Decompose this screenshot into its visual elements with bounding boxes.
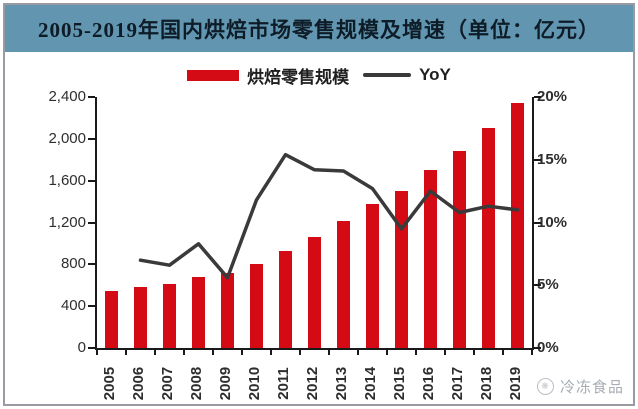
x-axis-tick [531, 350, 533, 355]
bar-2005 [105, 291, 118, 348]
bar-2019 [511, 103, 524, 348]
x-axis-tick [386, 350, 388, 355]
x-axis-label-2005: 2005 [101, 366, 118, 401]
x-axis-label-2016: 2016 [420, 366, 437, 401]
x-axis-tick [444, 350, 446, 355]
bar-2014 [366, 203, 379, 348]
bar-2015 [395, 191, 408, 348]
x-axis-label-2011: 2011 [275, 367, 293, 400]
x-axis-label-2019: 2019 [507, 366, 524, 401]
x-axis-tick [270, 350, 272, 355]
bar-2008 [192, 277, 205, 348]
x-axis-label-2015: 2015 [391, 366, 408, 401]
left-axis-label-800: 800 [60, 255, 86, 273]
right-axis-labels: 0% 5% 10% 15% 20% [537, 88, 597, 356]
yoy-polyline [138, 152, 520, 280]
left-axis-label-1600: 1,600 [48, 171, 86, 189]
yoy-line [138, 152, 520, 280]
x-axis-tick [299, 350, 301, 355]
left-axis-tick [88, 137, 95, 140]
left-axis-tick [88, 221, 95, 224]
left-axis-label-400: 400 [60, 297, 86, 315]
right-axis-tick [534, 158, 541, 161]
left-axis-tick [88, 179, 95, 182]
plot-area [88, 96, 541, 355]
x-axis-label-2007: 2007 [159, 366, 176, 401]
x-axis-label-2012: 2012 [304, 366, 321, 401]
x-axis-label-2008: 2008 [188, 366, 205, 401]
x-axis-tick [96, 350, 98, 355]
x-axis-labels: 2005 2006 2007 2008 2009 2010 2011 2012 2013 2014… [95, 351, 530, 401]
bar-2010 [250, 264, 263, 348]
bar-2013 [337, 220, 350, 348]
bar-2012 [308, 237, 321, 348]
bar-2011 [279, 250, 292, 348]
x-axis-tick [473, 350, 475, 355]
watermark: ❋ 冷冻食品 [536, 376, 624, 397]
x-axis-label-2017: 2017 [449, 366, 466, 401]
x-axis-label-2009: 2009 [217, 366, 234, 401]
x-axis-tick [125, 350, 127, 355]
legend-item-line-series[interactable]: YoY [363, 65, 451, 85]
chart-title: 2005-2019年国内烘焙市场零售规模及增速（单位：亿元） [38, 17, 600, 42]
x-axis-tick [502, 350, 504, 355]
watermark-text: 冷冻食品 [559, 379, 624, 396]
x-axis-label-2010: 2010 [246, 366, 263, 401]
bar-2006 [134, 287, 147, 348]
right-axis-tick [534, 284, 541, 287]
right-axis-tick [534, 221, 541, 224]
bar-2007 [163, 283, 176, 348]
x-axis-label-2018: 2018 [478, 366, 495, 401]
chart-legend: 烘焙零售规模 YoY [0, 60, 638, 90]
x-axis-tick [241, 350, 243, 355]
x-axis-tick [415, 350, 417, 355]
bar-2009 [221, 273, 234, 348]
x-axis-label-2013: 2013 [333, 366, 350, 401]
left-axis-tick [88, 305, 95, 308]
chart-title-band: 2005-2019年国内烘焙市场零售规模及增速（单位：亿元） [5, 5, 633, 52]
line-series-swatch-icon [363, 73, 412, 77]
left-axis-tick [88, 347, 95, 349]
x-axis-label-2014: 2014 [362, 366, 379, 401]
left-axis-label-0: 0 [77, 339, 86, 356]
right-axis-tick [534, 96, 541, 98]
right-axis-tick [534, 347, 541, 349]
left-axis-label-2400: 2,400 [48, 88, 86, 105]
left-axis-label-2000: 2,000 [48, 129, 86, 147]
right-axis-label-5%: 5% [537, 276, 559, 294]
left-axis-labels: 0 400 800 1,200 1,600 2,000 2,400 [0, 88, 86, 356]
watermark-logo-icon: ❋ [536, 378, 554, 395]
bar-2017 [453, 150, 466, 348]
x-axis-tick [154, 350, 156, 355]
x-axis-tick [328, 350, 330, 355]
line-series-label: YoY [419, 65, 451, 84]
x-axis-tick [357, 350, 359, 355]
left-axis-tick [88, 96, 95, 98]
right-axis-label-15%: 15% [537, 150, 568, 168]
bar-2018 [482, 127, 495, 348]
bar-series-label: 烘焙零售规模 [247, 67, 350, 87]
bar-2016 [424, 170, 437, 348]
right-axis-label-10%: 10% [537, 213, 568, 231]
legend-item-bar-series[interactable]: 烘焙零售规模 [187, 63, 349, 88]
x-axis-tick [183, 350, 185, 355]
left-axis-label-1200: 1,200 [48, 213, 86, 231]
x-axis-label-2006: 2006 [130, 366, 147, 401]
right-axis-label-0%: 0% [537, 339, 559, 356]
left-axis-tick [88, 263, 95, 266]
right-axis-label-20%: 20% [537, 88, 568, 105]
x-axis-tick [212, 350, 214, 355]
bar-series-swatch-icon [187, 69, 240, 81]
